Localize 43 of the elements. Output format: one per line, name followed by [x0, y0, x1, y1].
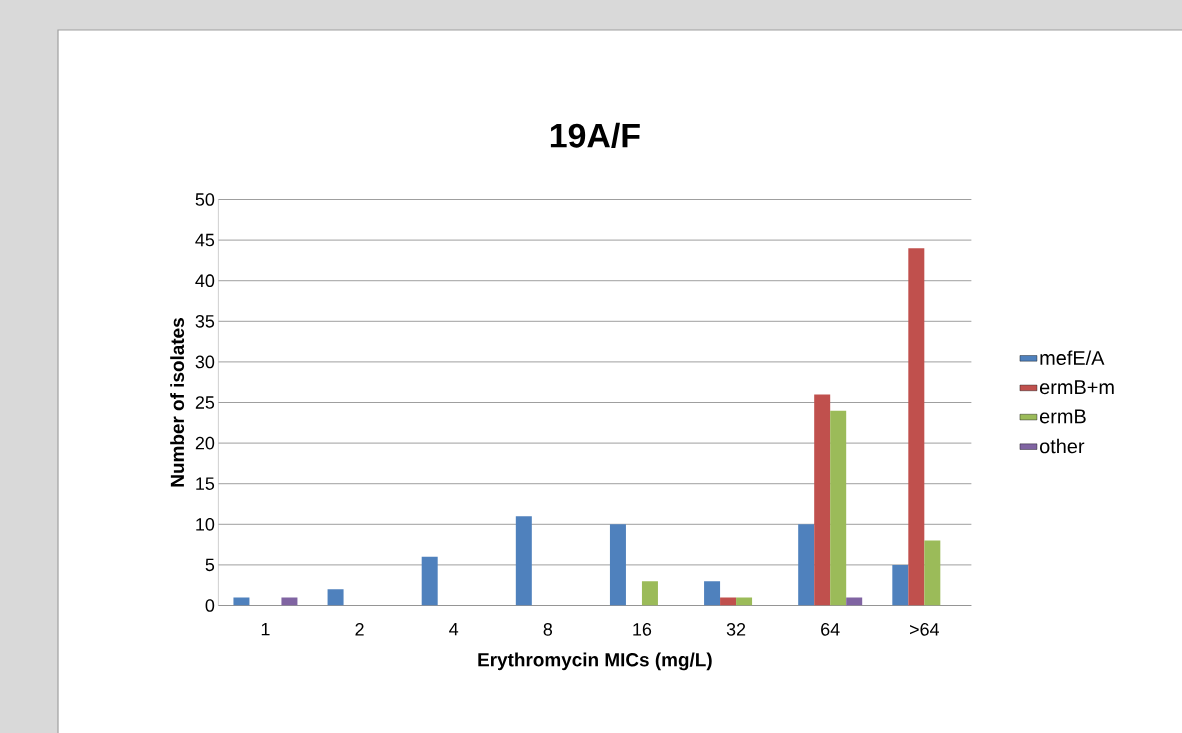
bar	[736, 597, 753, 606]
bar	[515, 516, 532, 606]
bar	[830, 410, 847, 606]
legend-label: mefE/A	[1040, 350, 1105, 366]
x-tick-label: 32	[726, 623, 746, 636]
bar	[281, 597, 298, 606]
x-tick-label: 16	[633, 623, 652, 636]
x-tick-label: 4	[449, 623, 459, 636]
x-tick-label: 8	[543, 623, 553, 636]
legend-label: ermB+m	[1039, 380, 1114, 395]
y-tick-label: 5	[205, 558, 215, 572]
x-axis-title: Erythromycin MICs (mg/L)	[478, 652, 712, 671]
x-tick-label: 1	[261, 623, 270, 636]
bar	[641, 581, 658, 606]
bar	[814, 394, 831, 606]
legend-label: ermB	[1039, 409, 1086, 424]
chart-title: 19A/F	[550, 122, 640, 148]
bar	[846, 597, 863, 606]
bar	[908, 248, 925, 606]
y-tick-label: 15	[196, 477, 215, 490]
y-tick-label: 25	[195, 396, 215, 409]
y-tick-label: 10	[196, 517, 215, 531]
y-tick-label: 20	[195, 436, 215, 450]
legend-label: other	[1039, 438, 1085, 454]
bar	[421, 556, 438, 606]
y-tick-label: 45	[195, 233, 215, 247]
bar	[609, 524, 626, 606]
y-tick-label: 35	[195, 314, 215, 328]
y-tick-label: 30	[195, 355, 215, 369]
bar	[233, 597, 250, 606]
y-tick-label: 0	[205, 599, 215, 612]
bar	[924, 540, 941, 606]
y-tick-label: 40	[195, 274, 215, 288]
x-tick-label: 2	[355, 623, 364, 636]
x-tick-label: 64	[821, 623, 840, 636]
y-axis-title: Number of isolates	[170, 318, 185, 487]
bar	[720, 597, 737, 606]
y-tick-label: 50	[195, 193, 215, 206]
bar	[892, 564, 909, 606]
bar	[327, 589, 344, 606]
x-tick-label: >64	[910, 623, 940, 636]
bar	[704, 581, 721, 606]
bar	[798, 524, 815, 606]
